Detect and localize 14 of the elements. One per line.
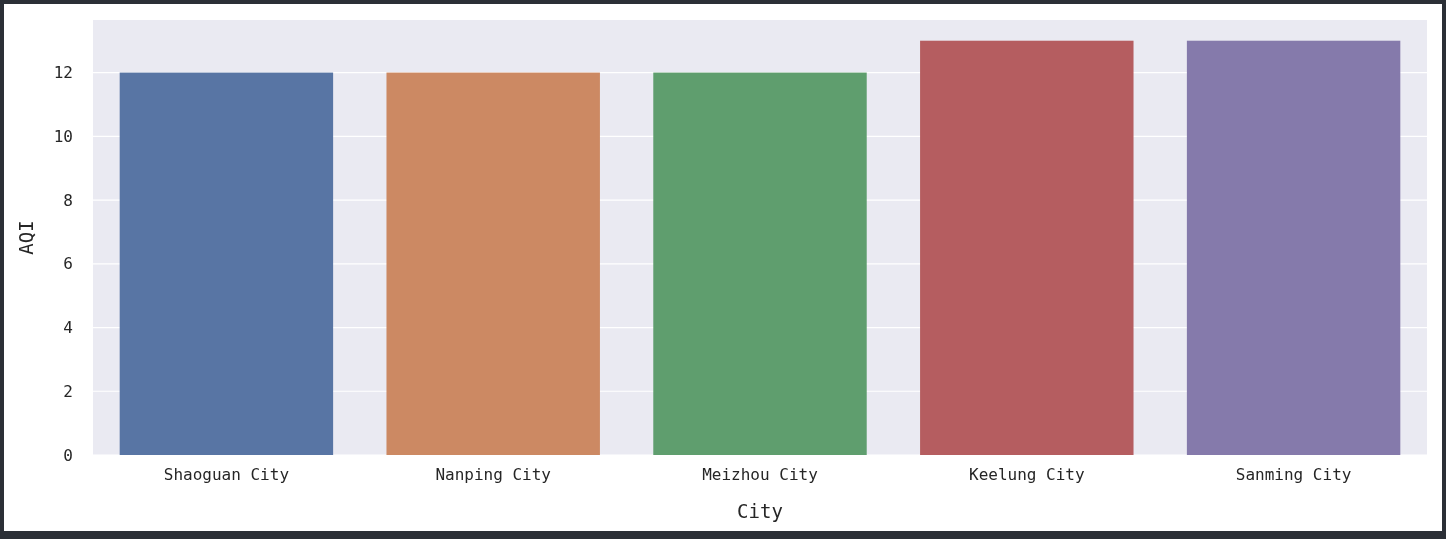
x-tick-label: Nanping City (435, 465, 552, 485)
y-tick-label: 6 (63, 254, 73, 274)
y-tick-label: 12 (53, 63, 73, 83)
y-tick-label: 8 (63, 190, 73, 210)
y-tick-label: 4 (63, 318, 73, 338)
y-axis-title: AQI (15, 220, 37, 255)
x-tick-label: Meizhou City (702, 465, 819, 485)
y-tick-label: 0 (63, 445, 73, 465)
x-tick-label: Sanming City (1235, 465, 1352, 485)
y-tick-label: 10 (53, 126, 73, 146)
y-tick-label: 2 (63, 381, 73, 401)
x-tick-label: Shaoguan City (163, 465, 290, 485)
x-axis-title: City (737, 500, 783, 522)
x-tick-label: Keelung City (969, 465, 1085, 485)
